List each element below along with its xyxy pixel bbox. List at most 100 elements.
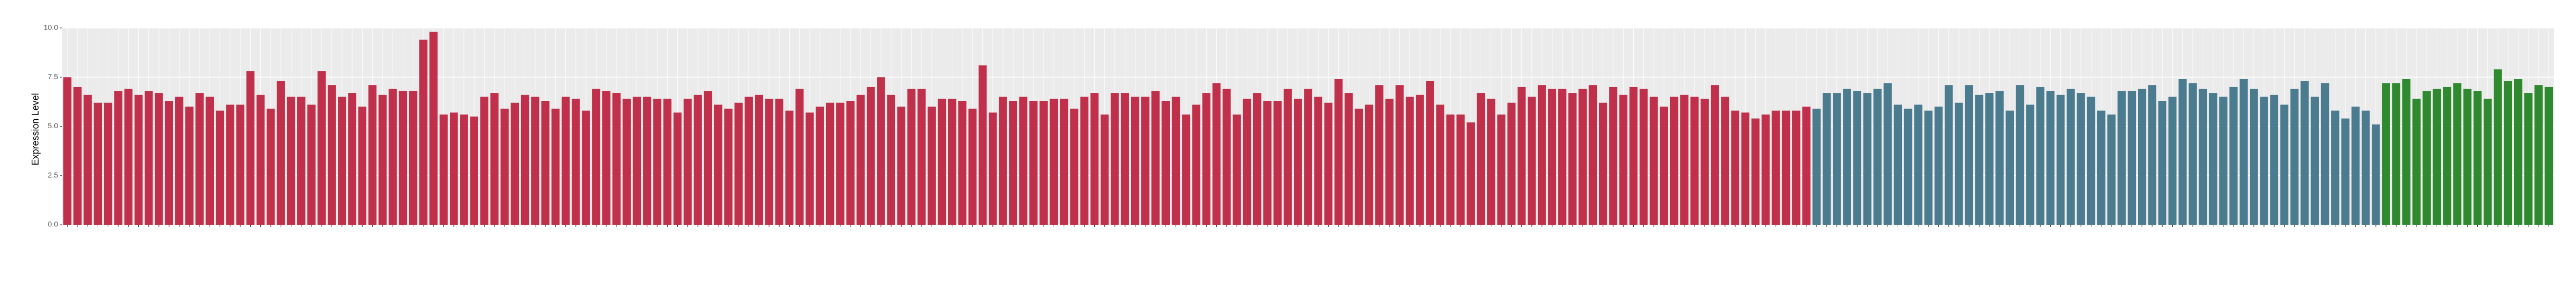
bar xyxy=(612,93,621,225)
bar xyxy=(2484,99,2492,225)
bar xyxy=(1548,89,1557,225)
bar xyxy=(673,112,682,225)
bar xyxy=(1497,114,1505,225)
bar xyxy=(927,107,936,225)
bar xyxy=(836,102,845,225)
bar xyxy=(1365,104,1374,225)
bar xyxy=(429,32,438,225)
bar xyxy=(1161,101,1170,225)
bar xyxy=(317,71,326,225)
bar xyxy=(2260,97,2268,225)
bar xyxy=(63,77,72,225)
bar xyxy=(582,110,590,225)
y-tick-label: 5.0 xyxy=(48,121,59,130)
bar xyxy=(1507,102,1516,225)
bar xyxy=(2524,93,2533,225)
bar xyxy=(2321,83,2329,225)
bar xyxy=(1131,97,1140,225)
bar xyxy=(785,110,794,225)
bar xyxy=(1792,110,1801,225)
bar xyxy=(520,94,529,225)
bar xyxy=(2036,87,2044,225)
bar xyxy=(1619,94,1627,225)
bar xyxy=(1578,89,1587,225)
bar xyxy=(2534,85,2543,225)
bar xyxy=(684,99,692,225)
bar xyxy=(368,85,377,225)
bar xyxy=(358,107,367,225)
bar xyxy=(399,91,408,225)
bar xyxy=(1843,89,1851,225)
bar xyxy=(1385,99,1394,225)
bar xyxy=(2107,114,2116,225)
bar xyxy=(907,89,916,225)
bar xyxy=(103,102,112,225)
bar xyxy=(134,94,143,225)
bar xyxy=(1243,99,1252,225)
bar xyxy=(989,112,997,225)
bar xyxy=(724,108,733,225)
bar xyxy=(2046,91,2055,225)
bar xyxy=(1772,110,1780,225)
bar xyxy=(307,104,316,225)
bar xyxy=(409,91,418,225)
bar xyxy=(297,97,306,225)
bar xyxy=(450,112,458,225)
bar xyxy=(205,97,214,225)
bar xyxy=(1070,108,1078,225)
bar xyxy=(704,91,713,225)
bar xyxy=(806,112,814,225)
bar xyxy=(1009,101,1018,225)
bar xyxy=(327,85,336,225)
bar xyxy=(2372,124,2380,225)
bar xyxy=(1598,102,1607,225)
bar xyxy=(1446,114,1455,225)
bar xyxy=(592,89,601,225)
bar xyxy=(1049,99,1058,225)
bar xyxy=(460,114,468,225)
bar xyxy=(663,99,671,225)
bar xyxy=(439,114,448,225)
bar xyxy=(2351,107,2360,225)
bar xyxy=(1171,97,1180,225)
bar xyxy=(1883,83,1892,225)
bar xyxy=(378,94,387,225)
bar xyxy=(541,101,550,225)
bar xyxy=(2127,91,2136,225)
bar xyxy=(968,108,977,225)
bar xyxy=(419,40,428,225)
bar xyxy=(1111,93,1119,225)
bar xyxy=(2168,97,2177,225)
bar xyxy=(165,101,173,225)
bar xyxy=(795,89,804,225)
bar xyxy=(175,97,184,225)
bar xyxy=(1660,107,1668,225)
bar xyxy=(2148,85,2156,225)
bar xyxy=(958,101,967,225)
bar xyxy=(277,81,285,225)
bar xyxy=(1741,112,1750,225)
bar xyxy=(1100,114,1109,225)
bar xyxy=(917,89,926,225)
bar xyxy=(1355,108,1363,225)
bar xyxy=(1395,85,1404,225)
bar xyxy=(2056,94,2065,225)
bar xyxy=(643,97,651,225)
bar xyxy=(1273,101,1282,225)
bar xyxy=(1059,99,1068,225)
bar xyxy=(1690,97,1699,225)
bar xyxy=(1863,93,1872,225)
bar xyxy=(287,97,296,225)
bar xyxy=(1090,93,1099,225)
bar xyxy=(2412,99,2421,225)
bar xyxy=(551,108,560,225)
bar xyxy=(754,94,763,225)
bar xyxy=(2402,79,2411,225)
bar xyxy=(2494,69,2502,225)
bar xyxy=(744,97,753,225)
bar xyxy=(1640,89,1648,225)
bar xyxy=(155,93,163,225)
bar xyxy=(2179,79,2187,225)
bar xyxy=(2544,87,2553,225)
bar xyxy=(2473,91,2482,225)
